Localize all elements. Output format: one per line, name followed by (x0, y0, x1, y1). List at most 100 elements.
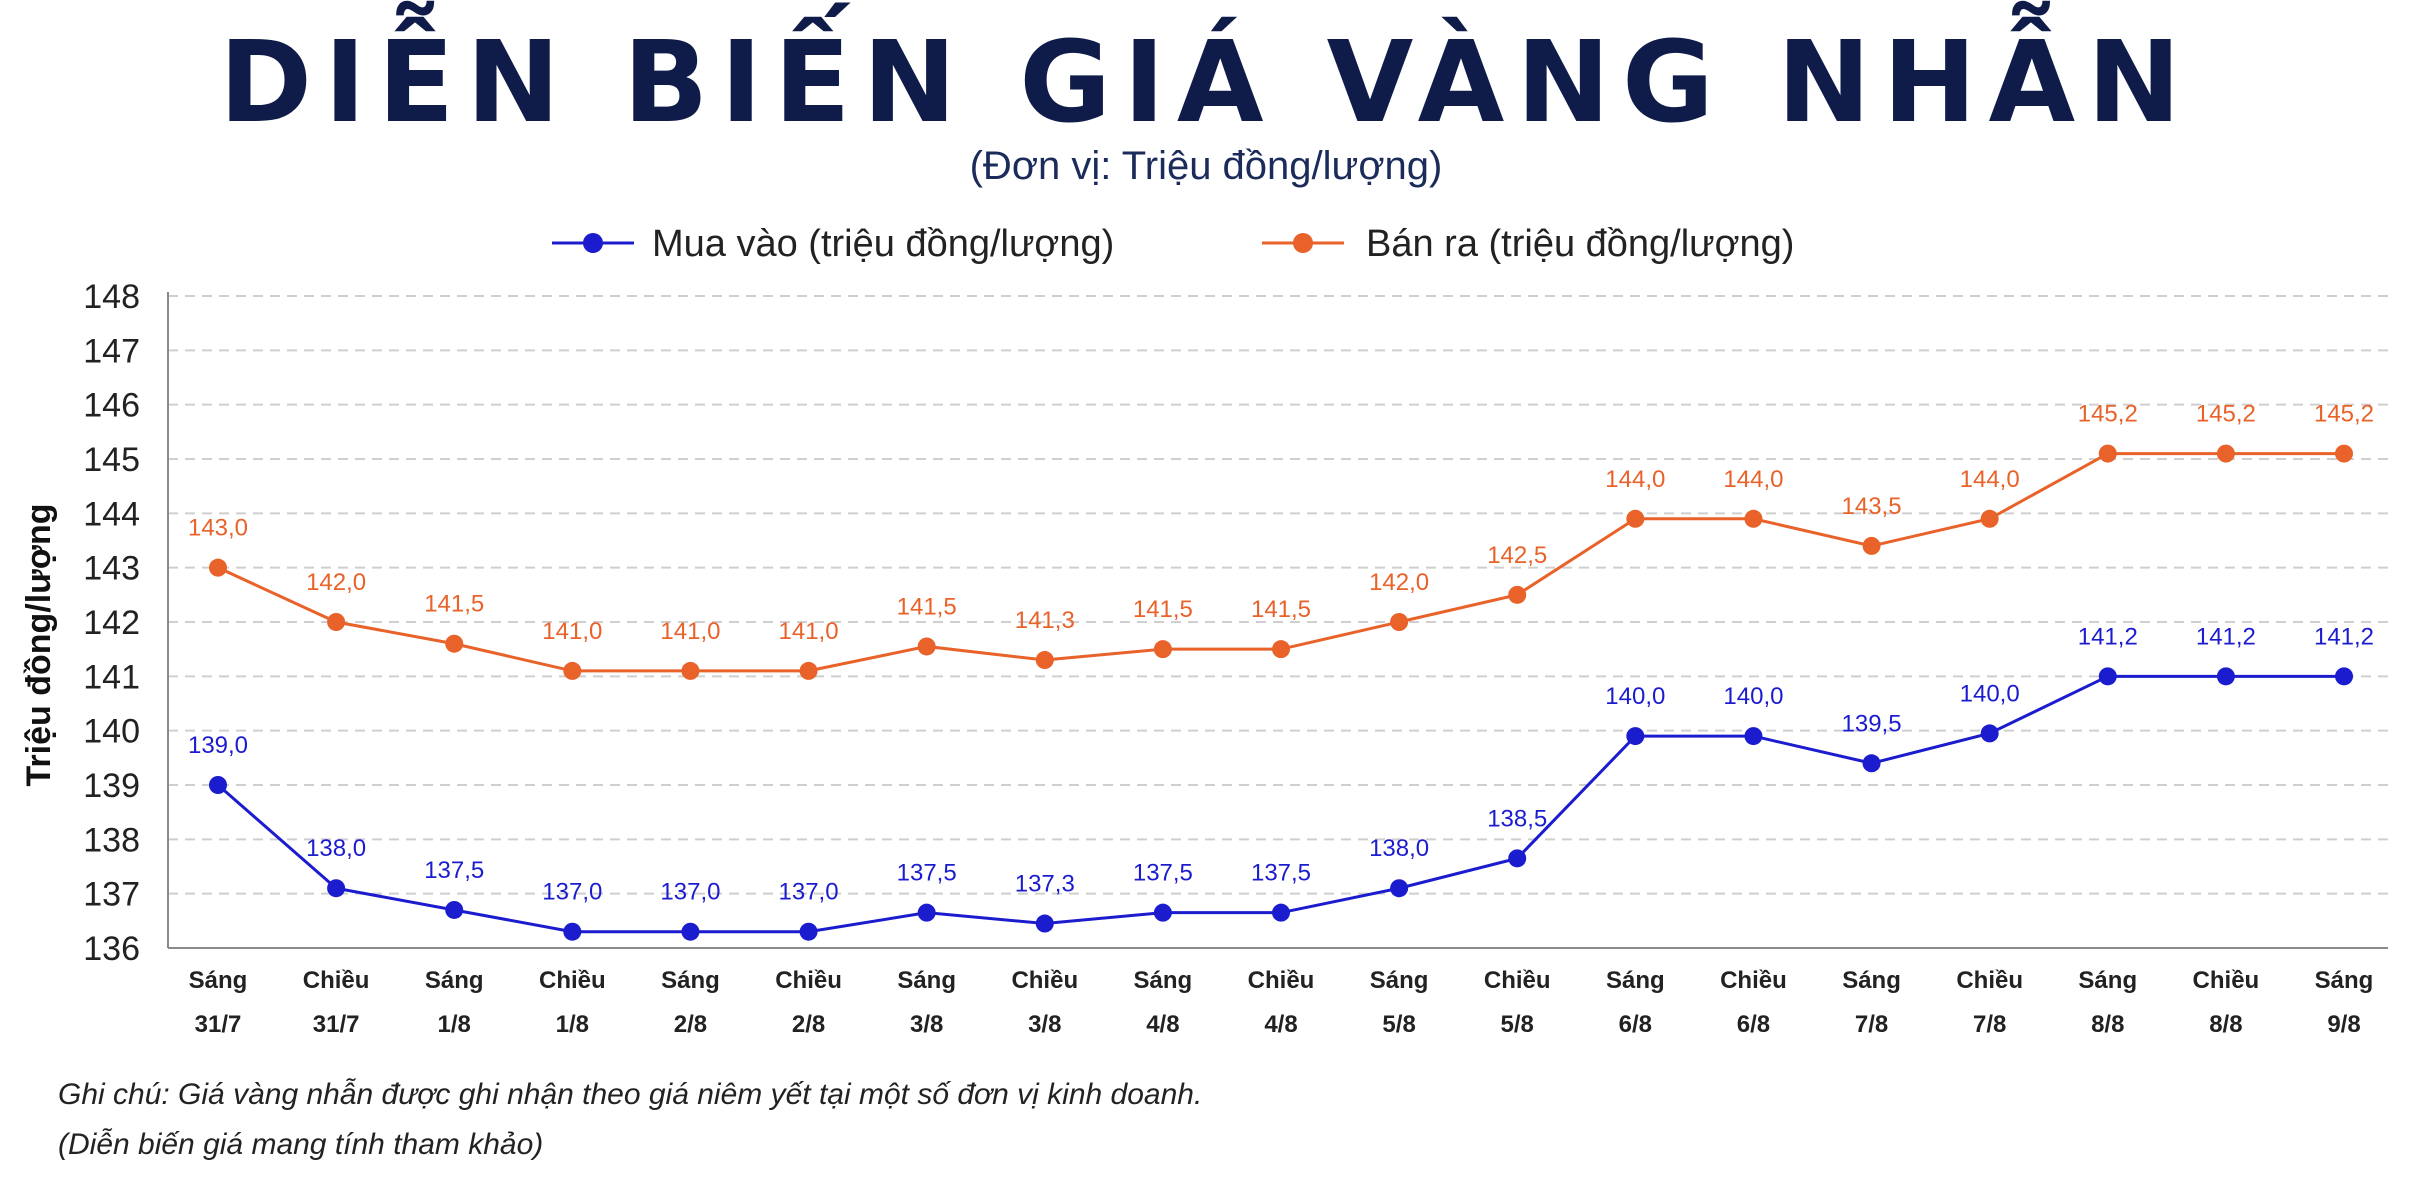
legend-label: Mua vào (triệu đồng/lượng) (652, 223, 1114, 265)
data-label: 137,0 (660, 879, 720, 906)
data-point (1508, 849, 1527, 868)
data-label: 144,0 (1605, 466, 1665, 493)
data-point (1744, 727, 1763, 746)
y-tick-label: 137 (83, 876, 140, 914)
data-label: 141,0 (660, 618, 720, 645)
data-point (1272, 640, 1290, 659)
legend-label: Bán ra (triệu đồng/lượng) (1366, 223, 1794, 265)
data-point (563, 922, 582, 941)
data-label: 137,0 (779, 879, 839, 906)
x-tick-label: Chiều (2193, 967, 2260, 994)
y-tick-label: 146 (83, 387, 140, 425)
data-label: 141,0 (542, 618, 602, 645)
x-tick-label: Sáng (189, 967, 248, 994)
data-point (2098, 444, 2117, 463)
x-tick-label: Chiều (303, 967, 370, 994)
data-label: 142,0 (306, 569, 366, 596)
data-label: 143,5 (1842, 493, 1902, 520)
legend-marker (583, 233, 603, 253)
x-tick-label: 1/8 (556, 1011, 589, 1038)
data-point (2335, 444, 2353, 463)
data-point (799, 661, 818, 680)
data-point (209, 558, 227, 577)
data-label: 145,2 (2196, 401, 2256, 428)
x-tick-label: Sáng (2078, 967, 2137, 994)
data-label: 138,5 (1487, 805, 1547, 832)
y-tick-label: 139 (83, 767, 140, 805)
x-tick-label: Chiều (1720, 967, 1787, 994)
data-label: 139,5 (1842, 710, 1902, 737)
data-label: 138,0 (1369, 835, 1429, 862)
data-label: 141,3 (1015, 607, 1075, 634)
data-label: 137,3 (1015, 871, 1075, 898)
data-label: 138,0 (306, 835, 366, 862)
data-point (1626, 727, 1645, 746)
x-tick-label: 2/8 (674, 1011, 707, 1038)
x-tick-label: 1/8 (438, 1011, 471, 1038)
x-tick-label: Chiều (1248, 967, 1315, 994)
data-label: 137,5 (1133, 860, 1193, 887)
x-tick-label: 8/8 (2091, 1011, 2124, 1038)
x-tick-label: 4/8 (1264, 1011, 1297, 1038)
data-point (1153, 903, 1172, 922)
data-label: 141,5 (424, 591, 484, 618)
x-tick-label: 8/8 (2209, 1011, 2242, 1038)
data-point (2335, 667, 2353, 686)
y-axis-label: Triệu đồng/lượng (20, 504, 58, 787)
data-label: 141,5 (897, 593, 957, 620)
data-point (1153, 640, 1172, 659)
data-point (1390, 879, 1409, 898)
data-point (799, 922, 818, 941)
x-tick-label: 31/7 (313, 1011, 360, 1038)
data-point (1980, 509, 1999, 528)
data-point (917, 637, 936, 656)
data-point (1862, 754, 1881, 773)
data-point (327, 879, 346, 898)
x-tick-label: 9/8 (2327, 1011, 2360, 1038)
data-label: 143,0 (188, 515, 248, 542)
data-point (1035, 914, 1054, 933)
x-tick-label: Chiều (539, 967, 606, 994)
data-point (2216, 667, 2235, 686)
y-tick-label: 141 (83, 658, 140, 696)
x-tick-label: 5/8 (1382, 1011, 1415, 1038)
x-tick-label: Chiều (1484, 967, 1551, 994)
chart-title: DIỄN BIẾN GIÁ VÀNG NHẪN (219, 18, 2193, 148)
x-tick-label: 31/7 (195, 1011, 242, 1038)
y-tick-label: 136 (83, 930, 140, 968)
x-tick-label: Chiều (1956, 967, 2023, 994)
x-tick-label: Sáng (1134, 967, 1193, 994)
data-label: 141,0 (779, 618, 839, 645)
axis-layer: 136 137 138 139 140 141 142 143 144 145 146 147 148 S… (83, 278, 2388, 1038)
legend: Mua vào (triệu đồng/lượng) Bán ra (triệu … (552, 223, 1794, 265)
data-point (2216, 444, 2235, 463)
x-tick-label: 7/8 (1973, 1011, 2006, 1038)
data-point (681, 661, 700, 680)
data-label: 141,5 (1133, 596, 1193, 623)
y-tick-label: 147 (83, 332, 140, 370)
x-tick-label: 6/8 (1737, 1011, 1770, 1038)
y-tick-label: 142 (83, 604, 140, 642)
data-label: 137,5 (424, 857, 484, 884)
x-tick-label: 3/8 (1028, 1011, 1061, 1038)
x-tick-label: Chiều (1011, 967, 1078, 994)
x-tick-label: 2/8 (792, 1011, 825, 1038)
data-point (563, 661, 582, 680)
x-tick-label: Chiều (775, 967, 842, 994)
x-tick-label: Sáng (1842, 967, 1901, 994)
footnote-1: Ghi chú: Giá vàng nhẫn được ghi nhận the… (58, 1078, 1203, 1111)
x-tick-label: 7/8 (1855, 1011, 1888, 1038)
x-tick-label: Sáng (1606, 967, 1665, 994)
data-point (445, 634, 464, 653)
data-label: 141,2 (2314, 623, 2374, 650)
x-tick-label: Sáng (897, 967, 956, 994)
y-tick-label: 143 (83, 550, 140, 588)
data-point (327, 613, 346, 631)
data-label: 145,2 (2078, 401, 2138, 428)
data-point (917, 903, 936, 922)
data-point (1035, 651, 1054, 670)
y-tick-label: 144 (83, 495, 140, 533)
data-point (1508, 585, 1527, 604)
x-tick-label: 5/8 (1501, 1011, 1534, 1038)
data-point (1980, 724, 1999, 743)
